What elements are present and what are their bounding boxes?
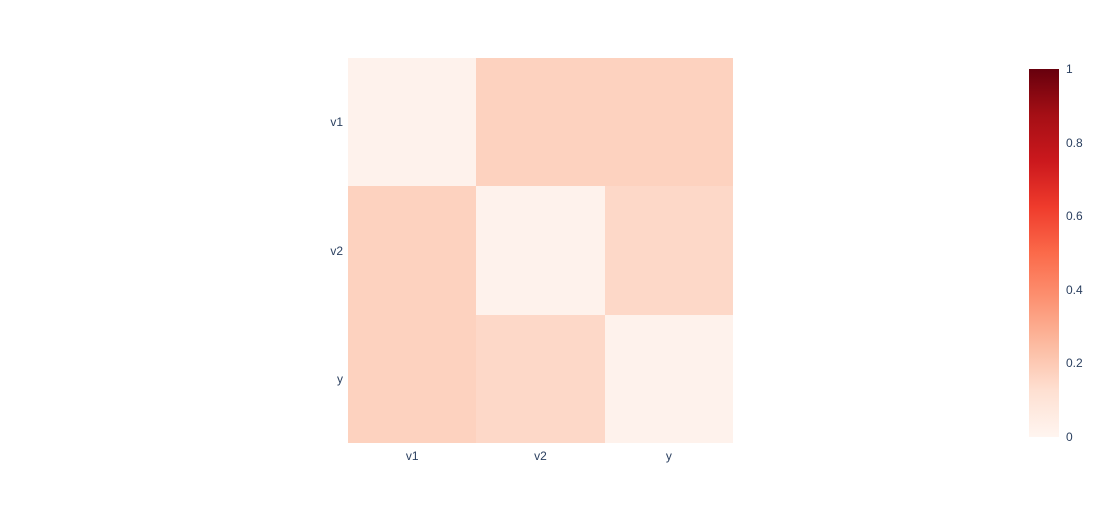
heatmap-cell-y-v1[interactable] xyxy=(348,314,477,443)
colorbar-tick-label-0.6: 0.6 xyxy=(1066,209,1083,224)
heatmap-cell-y-v2[interactable] xyxy=(476,314,605,443)
colorbar-tick-label-0.4: 0.4 xyxy=(1066,282,1083,297)
x-tick-label-y: y xyxy=(665,449,672,463)
heatmap-grid xyxy=(348,58,733,443)
heatmap-cell-v2-y[interactable] xyxy=(604,186,733,315)
y-tick-label-v1: v1 xyxy=(330,115,343,130)
colorbar-tick-label-1: 1 xyxy=(1066,62,1073,76)
colorbar-gradient xyxy=(1029,69,1059,437)
heatmap-cell-v2-v2[interactable] xyxy=(476,186,605,315)
heatmap-cell-y-y[interactable] xyxy=(604,314,733,443)
heatmap-cell-v2-v1[interactable] xyxy=(348,186,477,315)
heatmap-plot-area[interactable] xyxy=(348,58,733,443)
colorbar-tick-label-0.8: 0.8 xyxy=(1066,135,1083,150)
colorbar-tick-label-0.2: 0.2 xyxy=(1066,356,1083,371)
heatmap-cell-v1-y[interactable] xyxy=(604,58,733,187)
y-tick-label-v2: v2 xyxy=(330,243,343,258)
heatmap-cell-v1-v2[interactable] xyxy=(476,58,605,187)
x-tick-label-v2: v2 xyxy=(534,449,547,463)
colorbar-tick-label-0: 0 xyxy=(1066,430,1073,444)
x-tick-label-v1: v1 xyxy=(405,449,419,463)
heatmap-cell-v1-v1[interactable] xyxy=(348,58,477,187)
y-tick-label-y: y xyxy=(337,371,343,386)
